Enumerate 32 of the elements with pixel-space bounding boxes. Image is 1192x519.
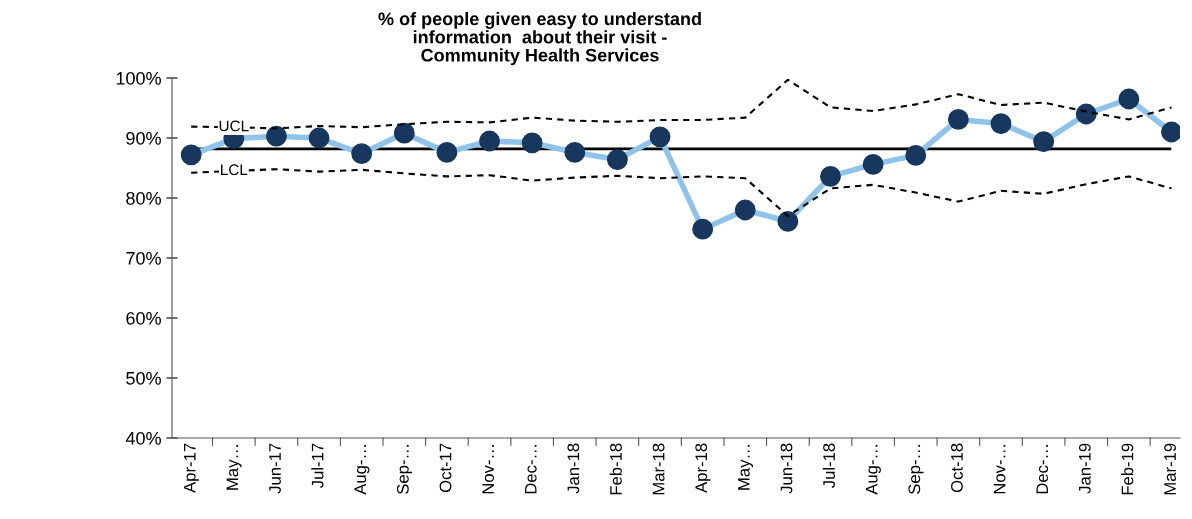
x-tick-label: Dec-…: [1036, 445, 1049, 494]
x-tick-label: Oct-18: [951, 443, 963, 493]
x-tick-label: Jan-18: [567, 443, 580, 494]
x-tick-label: Mar-19: [1164, 443, 1176, 495]
y-tick-label: 60%: [126, 311, 161, 325]
chart-title: % of people given easy to understand information about their visit - Community Health Services: [378, 12, 701, 66]
x-tick-label: Aug-…: [865, 445, 881, 495]
x-tick-label: Nov-…: [993, 445, 1006, 494]
x-tick-label: Sep-…: [908, 445, 924, 494]
y-tick-label: 70%: [126, 251, 161, 265]
x-tick-label: May…: [738, 445, 754, 490]
x-tick-label: Jul-18: [822, 443, 835, 488]
y-tick-label: 80%: [126, 191, 161, 205]
x-tick-label: Mar-18: [652, 443, 665, 495]
x-tick-label: May…: [226, 445, 242, 490]
x-tick-label: Oct-17: [439, 443, 452, 493]
x-tick-label: Apr-18: [695, 443, 711, 493]
x-tick-label: Aug-…: [354, 445, 370, 495]
x-tick-label: Nov-…: [482, 445, 494, 494]
y-tick-label: 50%: [126, 371, 161, 385]
x-tick-label: Dec-…: [525, 445, 537, 494]
y-tick-label: 40%: [125, 431, 161, 445]
x-tick-label: Feb-18: [609, 443, 622, 495]
x-tick-label: Sep-…: [396, 445, 413, 494]
x-tick-label: Feb-19: [1121, 443, 1134, 495]
x-tick-label: Apr-17: [184, 443, 199, 493]
y-tick-label: 90%: [126, 131, 161, 145]
y-tick-label: 100%: [116, 71, 161, 85]
x-tick-label: Jul-17: [311, 443, 324, 488]
x-tick-label: Jan-19: [1078, 443, 1091, 494]
x-tick-label: Jun-17: [269, 443, 281, 494]
x-tick-label: Jun-18: [780, 443, 793, 494]
